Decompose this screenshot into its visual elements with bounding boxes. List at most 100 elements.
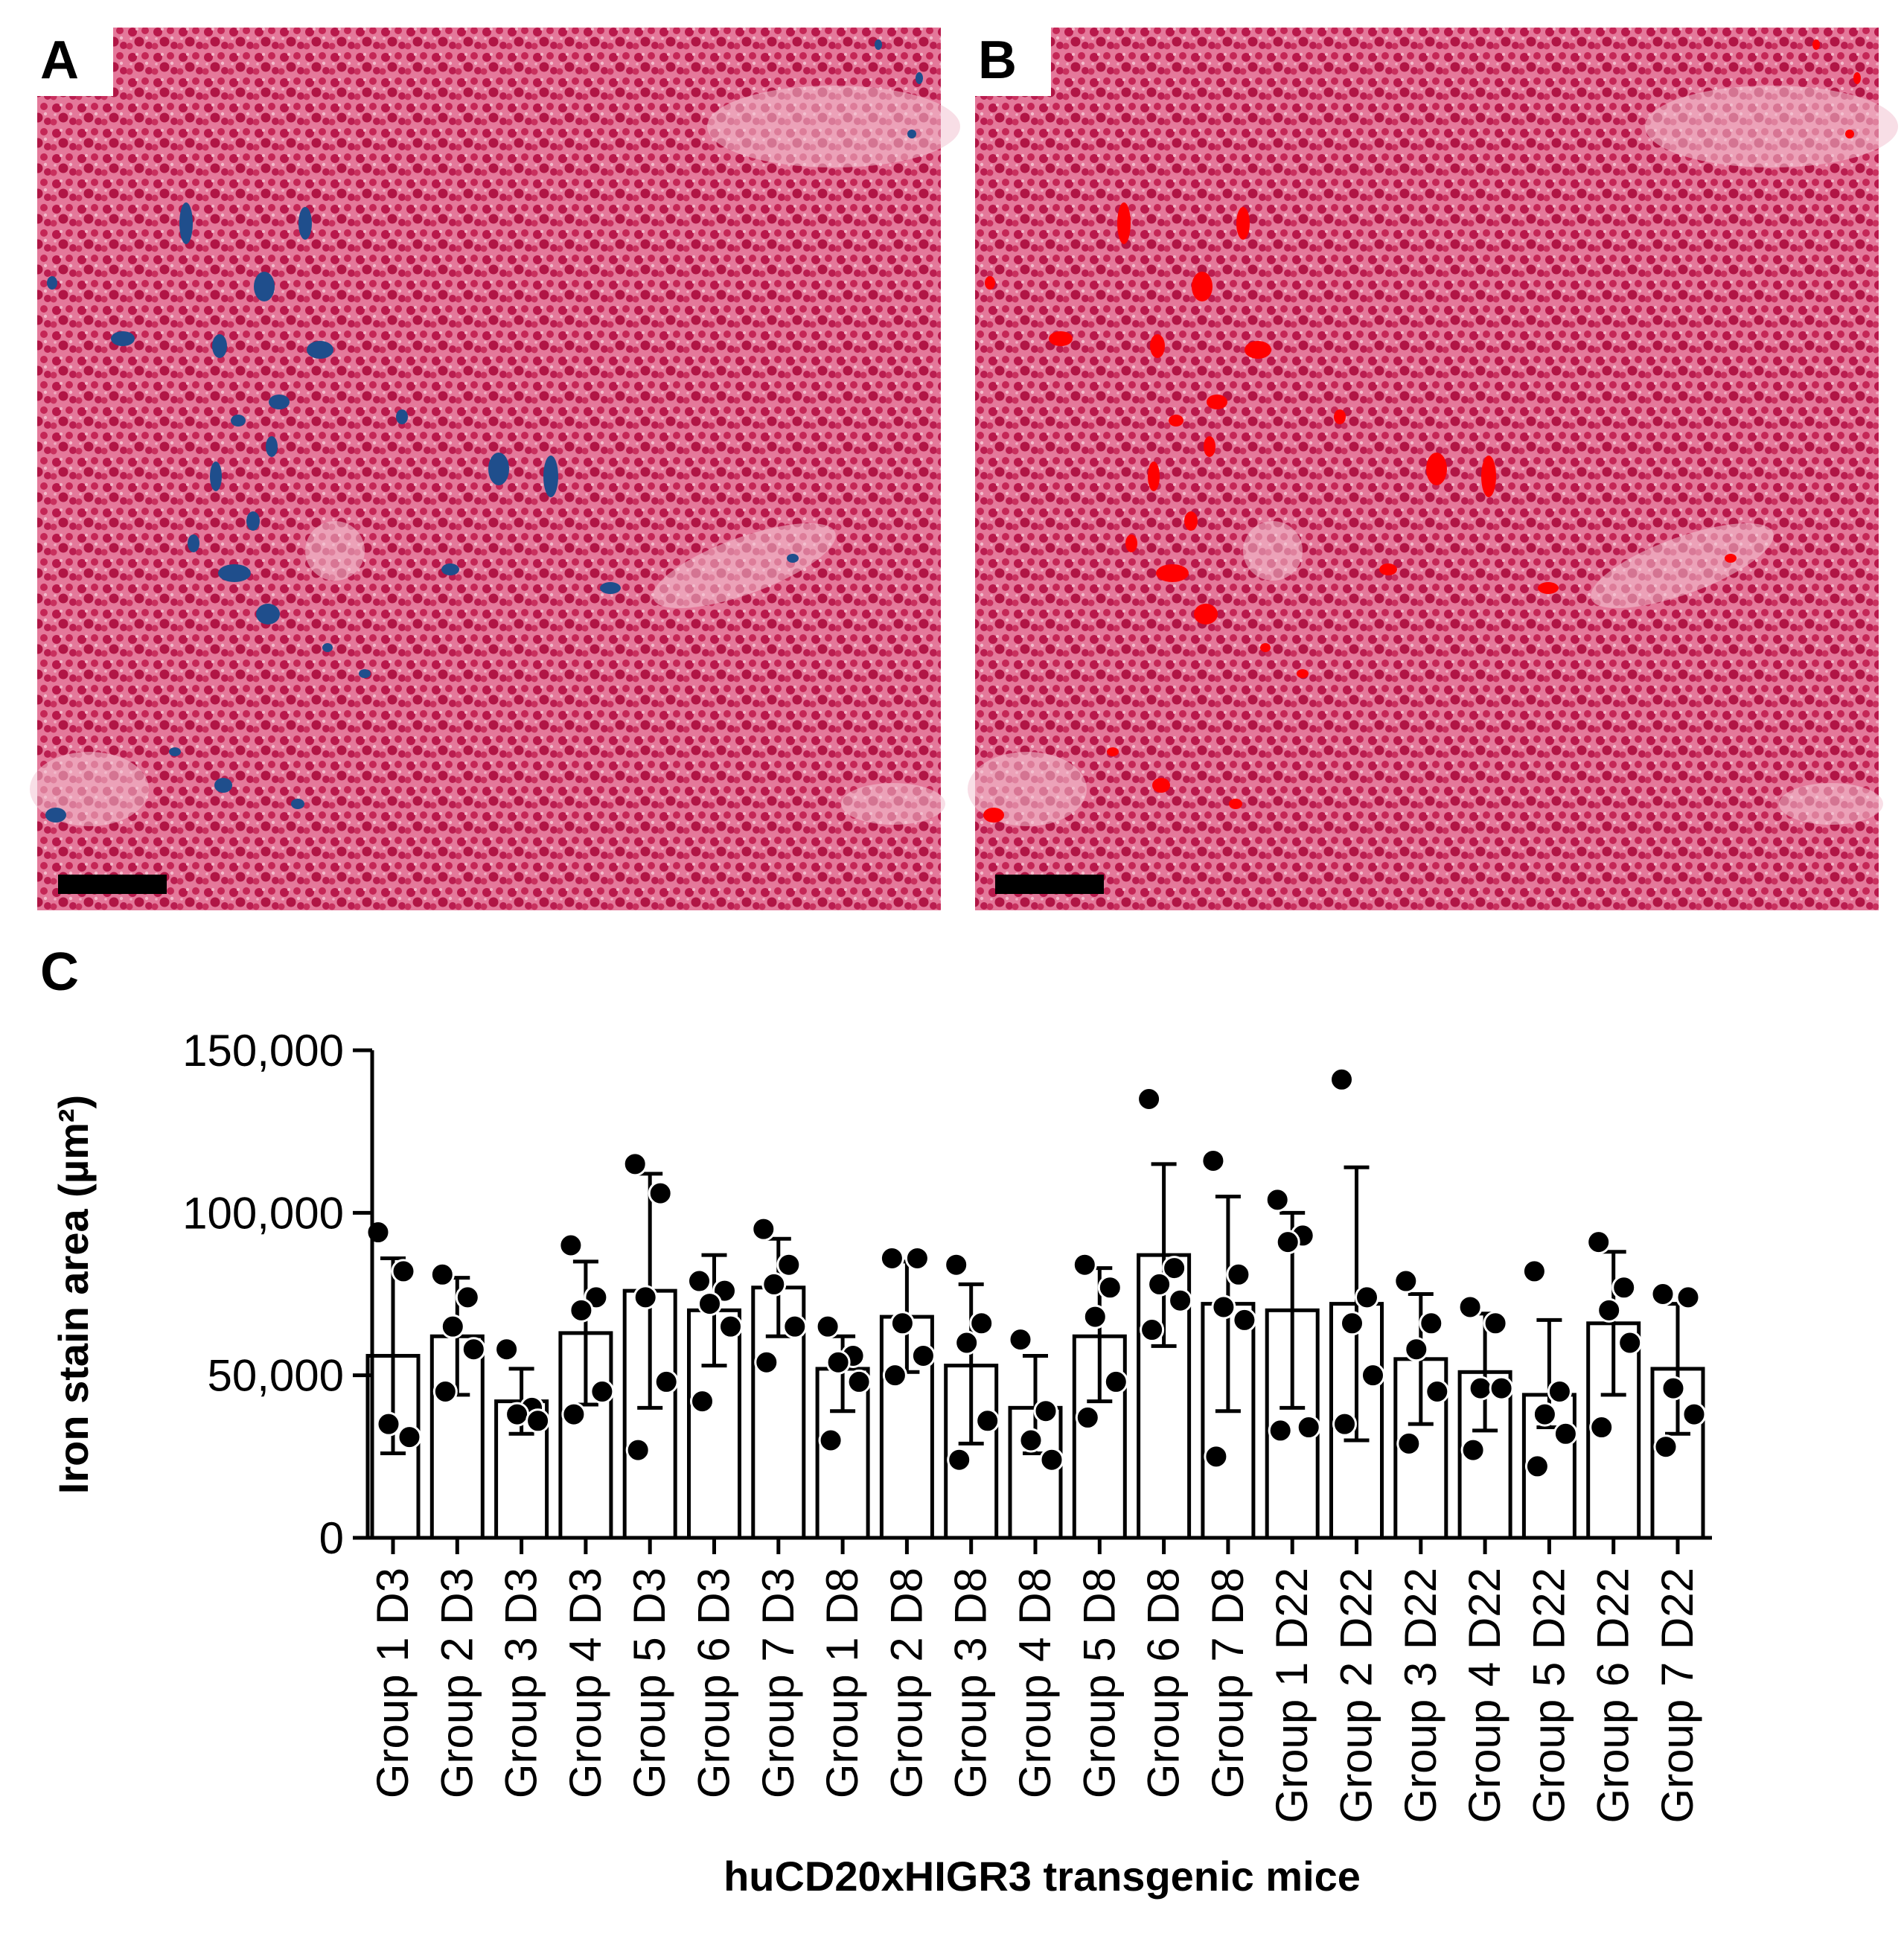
x-tick-label: Group 2 D8: [881, 1568, 931, 1798]
data-point: [1162, 1256, 1187, 1281]
x-tick-label: Group 3 D22: [1396, 1568, 1445, 1824]
data-point: [782, 1314, 808, 1339]
data-point: [1457, 1294, 1483, 1320]
x-tick-label: Group 1 D22: [1267, 1568, 1317, 1824]
data-point: [1586, 1230, 1611, 1255]
data-point: [1468, 1376, 1493, 1401]
data-point: [494, 1337, 520, 1362]
data-point: [904, 1245, 930, 1271]
data-point: [622, 1152, 648, 1177]
data-point: [1681, 1402, 1707, 1427]
panel-label-box-a: [37, 28, 113, 96]
data-point: [1650, 1282, 1675, 1306]
data-point: [882, 1363, 907, 1388]
data-point: [751, 1216, 776, 1242]
data-point: [718, 1314, 743, 1339]
data-point: [1097, 1275, 1122, 1300]
data-point: [1329, 1067, 1354, 1092]
data-point: [1103, 1369, 1128, 1394]
points-layer: [365, 1067, 1707, 1479]
bar: [558, 1331, 613, 1540]
bar: [1008, 1405, 1063, 1540]
data-point: [625, 1437, 651, 1463]
data-point: [525, 1408, 551, 1434]
y-tick-label: 100,000: [182, 1188, 344, 1238]
x-tick-label: Group 6 D3: [689, 1568, 739, 1798]
iron-deposits-a: [45, 39, 923, 823]
data-point: [1075, 1405, 1100, 1430]
x-tick-label: Group 7 D8: [1203, 1568, 1253, 1798]
x-tick-label: Group 2 D3: [432, 1568, 482, 1798]
x-tick-label: Group 2 D22: [1332, 1568, 1381, 1824]
x-tick-label: Group 5 D22: [1524, 1568, 1574, 1824]
data-point: [1232, 1307, 1257, 1332]
data-point: [376, 1411, 401, 1437]
data-point: [1489, 1376, 1514, 1401]
data-point: [879, 1245, 904, 1271]
x-tick-label: Group 6 D22: [1588, 1568, 1638, 1824]
y-tick-label: 50,000: [207, 1351, 344, 1401]
panel-label-a: A: [40, 31, 79, 90]
data-point: [590, 1379, 615, 1404]
data-point: [1211, 1294, 1236, 1320]
data-point: [1521, 1259, 1547, 1284]
data-point: [1296, 1415, 1321, 1440]
x-tick-label: Group 7 D22: [1652, 1568, 1702, 1824]
panel-b: B: [968, 28, 1898, 910]
x-tick-label: Group 4 D22: [1460, 1568, 1510, 1824]
data-point: [910, 1343, 936, 1368]
data-point: [1547, 1379, 1572, 1404]
data-point: [776, 1252, 802, 1277]
data-point: [429, 1262, 455, 1287]
y-tick-label: 0: [319, 1513, 344, 1563]
data-point: [1137, 1087, 1162, 1111]
y-ticks: 0 50,000 100,000 150,000: [182, 1026, 372, 1563]
data-point: [1419, 1311, 1444, 1336]
data-point: [432, 1379, 458, 1404]
iron-highlight-b: [983, 39, 1861, 823]
data-point: [440, 1314, 465, 1339]
data-point: [1226, 1262, 1251, 1287]
x-ticks: Group 1 D3 Group 2 D3 Group 3 D3 Group 4 D3…: [368, 1538, 1702, 1824]
data-point: [687, 1268, 712, 1294]
data-point: [947, 1447, 972, 1472]
data-point: [754, 1350, 779, 1375]
data-point: [648, 1181, 673, 1206]
data-point: [1393, 1268, 1419, 1294]
data-point: [690, 1389, 715, 1414]
data-point: [1617, 1330, 1643, 1355]
data-point: [1018, 1428, 1044, 1453]
data-point: [1597, 1297, 1622, 1323]
data-point: [1265, 1187, 1290, 1213]
data-point: [1072, 1252, 1097, 1277]
data-point: [1404, 1337, 1429, 1362]
x-tick-label: Group 6 D8: [1139, 1568, 1189, 1798]
data-point: [1082, 1304, 1108, 1329]
data-point: [1332, 1411, 1357, 1437]
x-tick-label: Group 5 D3: [624, 1568, 674, 1798]
data-point: [1524, 1454, 1550, 1479]
data-point: [1661, 1376, 1686, 1401]
data-point: [815, 1314, 840, 1339]
x-tick-label: Group 1 D8: [817, 1568, 867, 1798]
data-point: [1396, 1431, 1422, 1456]
data-point: [1589, 1415, 1614, 1440]
x-tick-label: Group 4 D3: [560, 1568, 610, 1798]
data-point: [954, 1330, 980, 1355]
data-point: [654, 1369, 679, 1394]
data-point: [461, 1337, 486, 1362]
data-point: [1425, 1379, 1450, 1404]
data-point: [1611, 1275, 1637, 1300]
data-point: [889, 1311, 915, 1336]
data-point: [1653, 1434, 1678, 1460]
x-tick-label: Group 1 D3: [368, 1568, 418, 1798]
data-point: [825, 1350, 851, 1375]
panel-label-c: C: [40, 942, 79, 1002]
data-point: [818, 1428, 843, 1453]
panel-label-b: B: [978, 31, 1017, 90]
x-tick-label: Group 7 D3: [753, 1568, 803, 1798]
data-point: [1361, 1363, 1385, 1388]
x-tick-label: Group 3 D8: [946, 1568, 996, 1798]
data-point: [397, 1425, 422, 1450]
